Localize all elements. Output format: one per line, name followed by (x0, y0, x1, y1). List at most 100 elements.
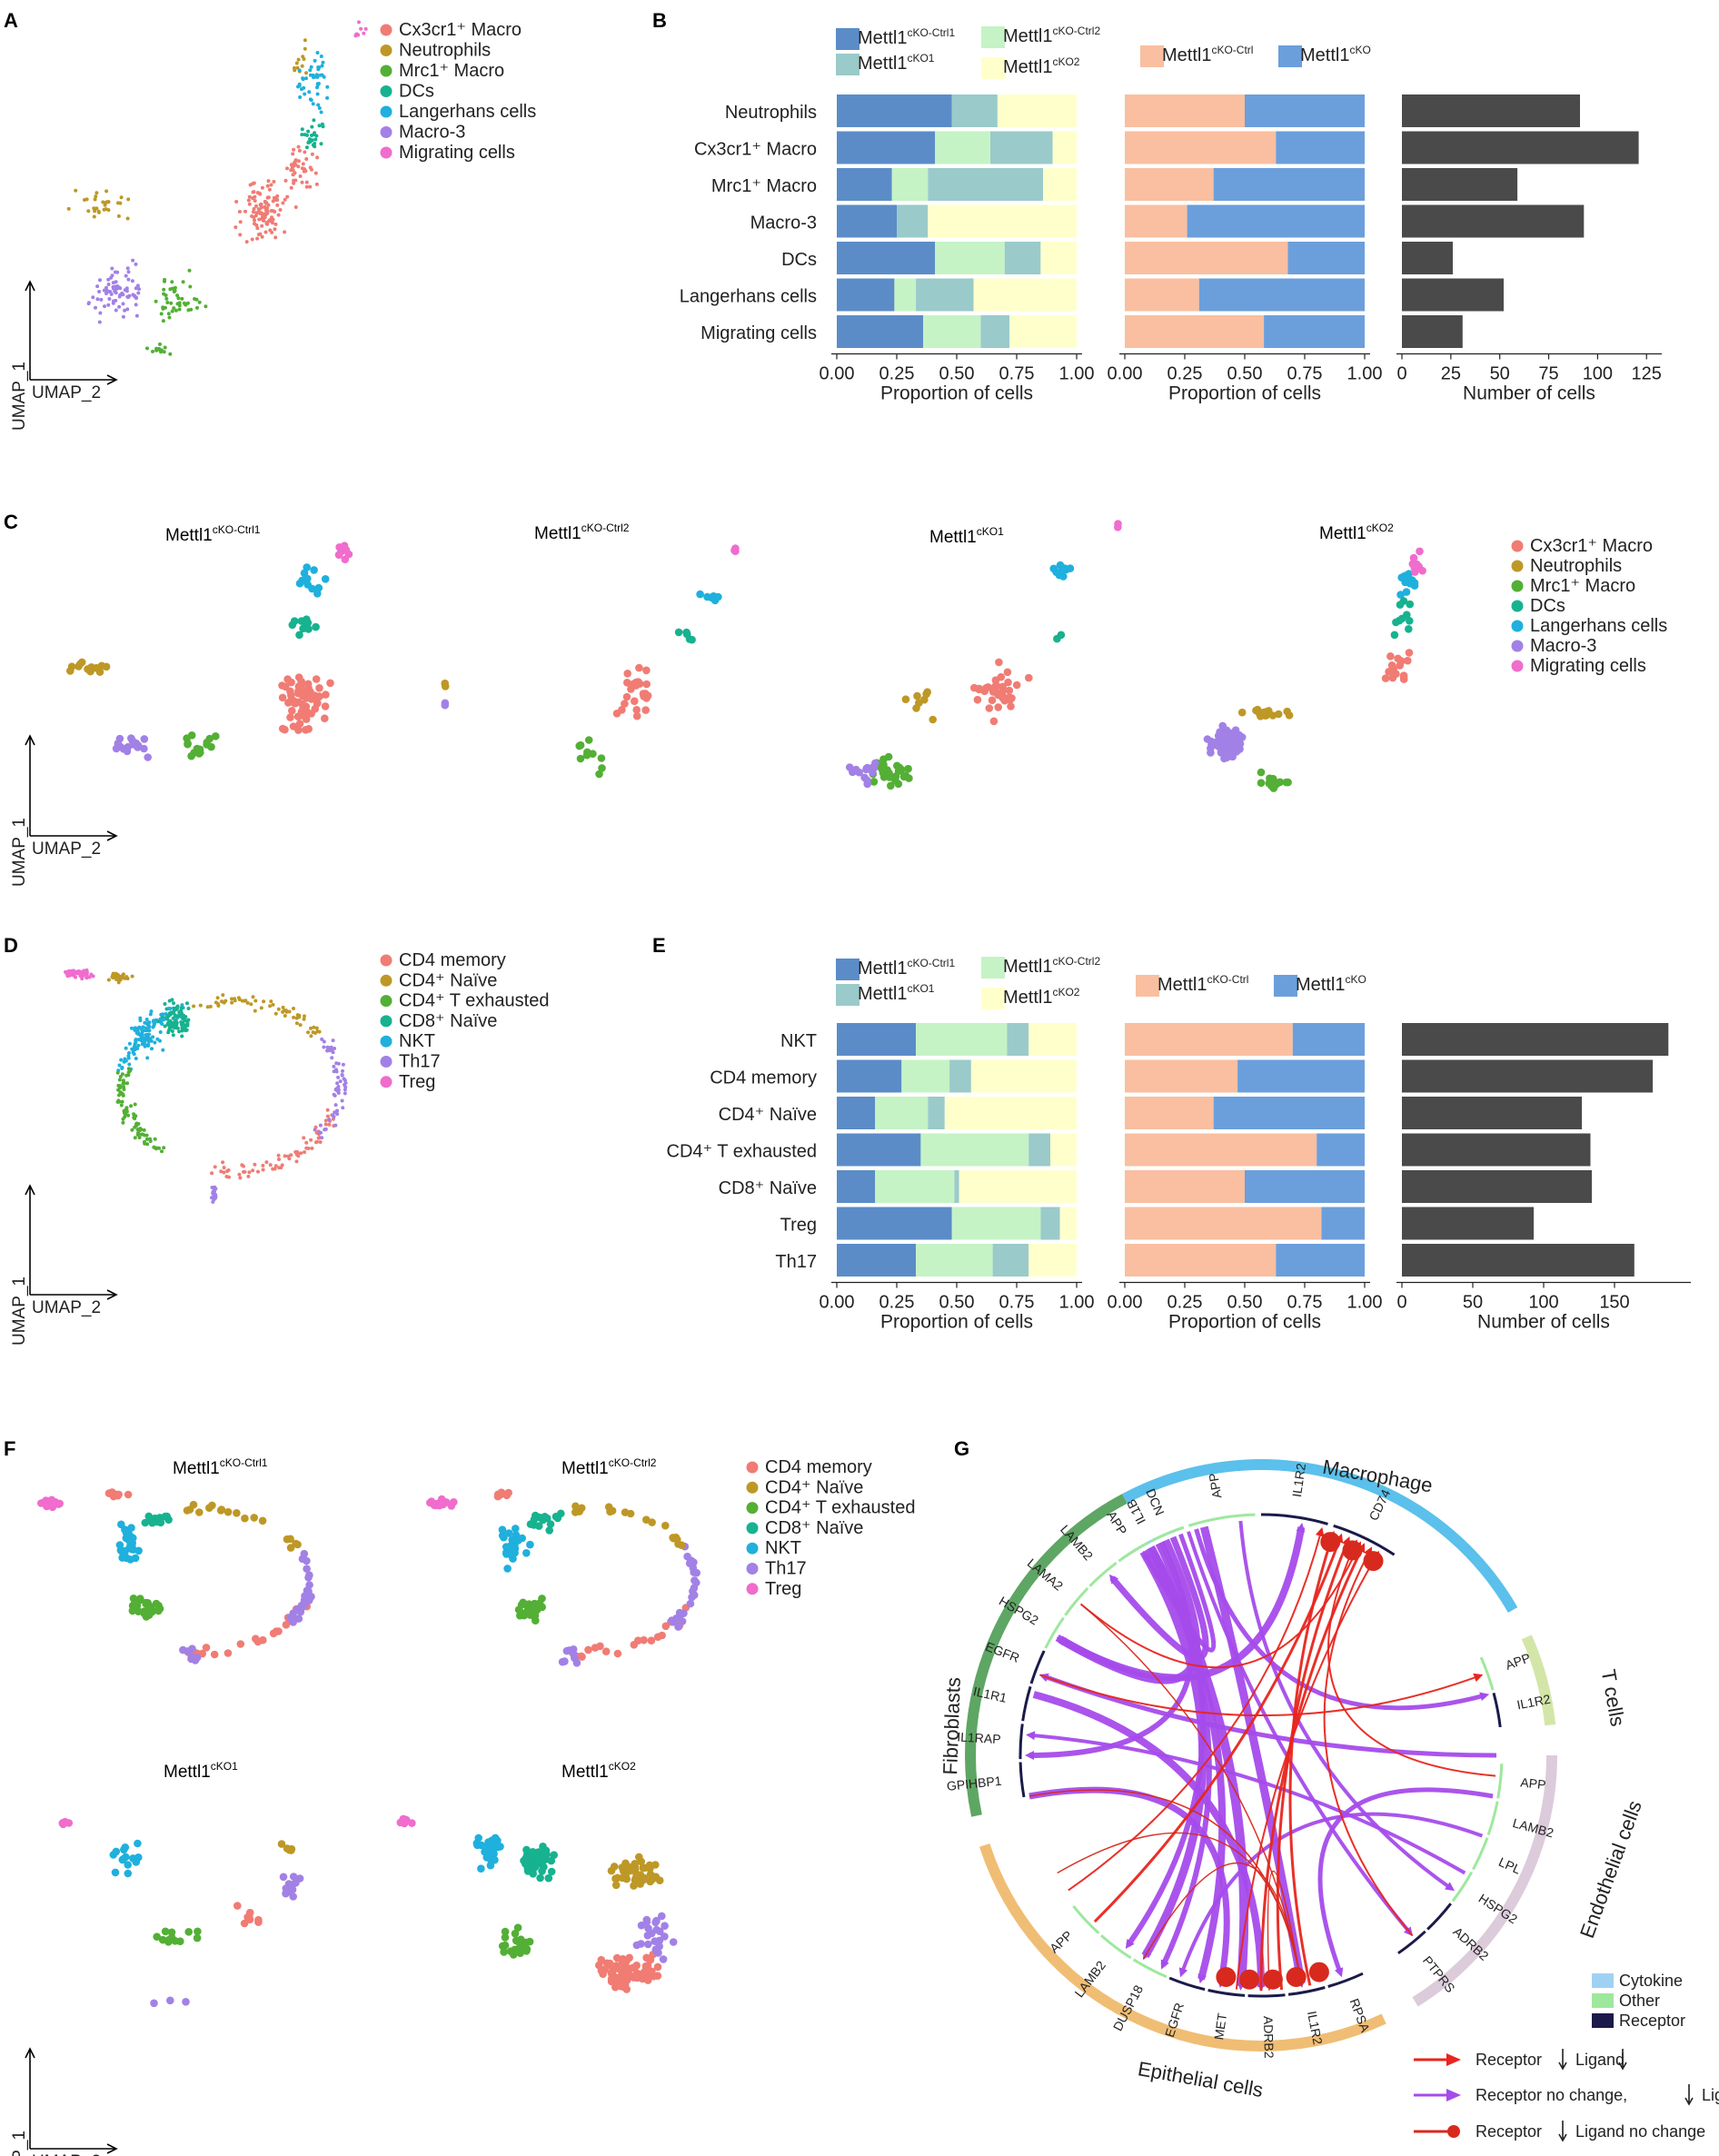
panel-a-point (302, 57, 306, 61)
panel-d-point (183, 1018, 187, 1023)
chart-b-proportion-2-bar-segment (1287, 242, 1365, 274)
chart-e-proportion-4-bar-segment (875, 1170, 955, 1203)
panel-c-1-point (582, 750, 591, 760)
circos-type-legend-key (1592, 2013, 1614, 2028)
panel-f-ctrl1-point (142, 1609, 151, 1618)
panel-c-0-point (303, 563, 312, 571)
panel-c-0-point (315, 684, 323, 692)
panel-a-point (92, 214, 96, 219)
panel-f-ctrl2-point (498, 1525, 507, 1534)
chart-e-proportion-4-bar-segment (1050, 1133, 1077, 1167)
panel-d-point (164, 1012, 168, 1016)
panel-f-ctrl2-point (591, 1644, 600, 1652)
panel-f-ko2-point (477, 1841, 486, 1850)
panel-d-point (166, 1030, 171, 1035)
panel-a-point (293, 171, 297, 175)
panel-d-point (127, 1041, 132, 1046)
panel-f-ko2-point (536, 1873, 544, 1883)
panel-f-ko1-point (289, 1893, 298, 1901)
panel-c-0-point (303, 619, 313, 627)
circos-link-purple (1025, 1541, 1195, 1760)
panel-a-point (304, 180, 309, 184)
panel-a-point (258, 212, 263, 215)
panel-d-point (149, 1009, 154, 1014)
panel-a-legend-key (380, 45, 392, 56)
panel-a-point (107, 297, 112, 301)
chart-e-count-tick-label: 150 (1599, 1293, 1629, 1313)
panel-d-legend-key (380, 954, 392, 967)
circos-fibroblasts-sector (1018, 1724, 1024, 1760)
panel-d-point (264, 1160, 269, 1165)
panel-a-point (97, 320, 102, 324)
circos-red-dot (1308, 1962, 1329, 1982)
panel-d-point (136, 1043, 141, 1048)
panel-a-point (134, 303, 138, 307)
panel-d-point (253, 999, 258, 1003)
panel-c-3-point (1411, 568, 1419, 576)
panel-f-legend-label: CD8⁺ Naïve (765, 1518, 863, 1538)
panel-d-point (184, 1028, 188, 1033)
panel-d-point (106, 978, 111, 982)
panel-d-point (341, 1068, 344, 1073)
panel-label-b: B (652, 9, 667, 32)
panel-d-point (320, 1037, 324, 1041)
panel-a-point (145, 346, 149, 351)
panel-d-point (294, 1021, 299, 1026)
panel-d-point (249, 1002, 253, 1007)
panel-a-point (93, 197, 97, 202)
panel-a-point (304, 76, 308, 81)
panel-f-ko2-point (538, 1867, 546, 1875)
chart-e-proportion-4-bar-segment (944, 1097, 1077, 1129)
panel-f-ko1-point (282, 1889, 290, 1898)
panel-a-point (104, 207, 108, 212)
panel-f-ko2-point (661, 1922, 669, 1930)
panel-d-point (273, 1167, 277, 1171)
panel-a-point (164, 296, 169, 301)
panel-a-point (318, 73, 323, 77)
panel-a-point (103, 203, 107, 207)
circos-macrophage-sector (1333, 1524, 1396, 1556)
circos-epithelial-sector (1132, 1958, 1168, 1979)
panel-c-legend-key (1511, 560, 1524, 572)
panel-a-point (134, 313, 139, 318)
panel-a-point (134, 286, 138, 291)
panel-f-ko2-point (544, 1873, 553, 1883)
panel-f-ko1-point (254, 1918, 263, 1926)
chart-b-proportion-4-bar-segment (973, 278, 1077, 312)
sample-title-c-ctrl1: Mettl1cKO-Ctrl1 (165, 523, 261, 545)
panel-d-point (314, 1139, 319, 1144)
chart-b-proportion-4-tick-label: 0.25 (879, 364, 915, 384)
panel-f-ko2-point (492, 1843, 501, 1851)
panel-d-point (322, 1039, 326, 1044)
panel-d-point (310, 1146, 314, 1150)
circos-link-red (1288, 1530, 1336, 1986)
panel-f-ko2-point (630, 1882, 638, 1890)
panel-a-point (308, 68, 313, 73)
chart-b-proportion-2-bar-segment (1245, 94, 1365, 127)
circos-arrow-legend-head (1446, 2089, 1461, 2101)
panel-d-point (121, 1117, 125, 1121)
panel-f-ko2-point (491, 1855, 499, 1864)
panel-c-1-point (598, 764, 606, 772)
panel-d-point (283, 1014, 287, 1018)
panel-d-point (156, 1019, 161, 1024)
panel-c-3-point (1418, 566, 1426, 575)
panel-d-point (127, 1062, 132, 1067)
panel-f-legend-key (746, 1522, 759, 1535)
panel-d-point (208, 1004, 213, 1008)
panel-a-point (303, 92, 307, 96)
circos-epithelial-gene-label: ADRB2 (1261, 2016, 1277, 2059)
panel-c-legend-key (1511, 640, 1524, 652)
chart-e-proportion-2-tick-label: 0.75 (1287, 1293, 1323, 1313)
panel-a-point (136, 291, 141, 295)
panel-a-point (162, 350, 166, 354)
panel-d-point (144, 1133, 149, 1138)
panel-a-point (256, 207, 261, 212)
panel-a-point (126, 295, 130, 300)
panel-a-point (293, 65, 296, 70)
chart-e-proportion-4-bar-segment (837, 1170, 876, 1203)
panel-f-legend-key (746, 1481, 759, 1494)
